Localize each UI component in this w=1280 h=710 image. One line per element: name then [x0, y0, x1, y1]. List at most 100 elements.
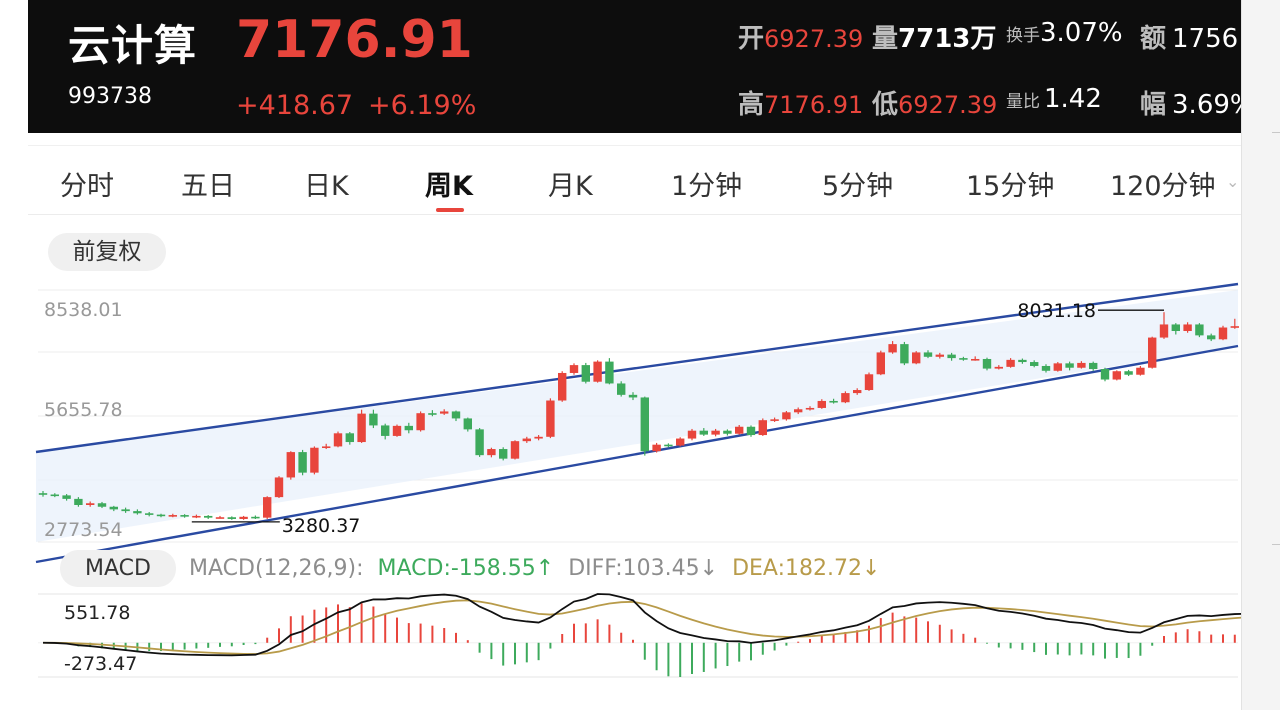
- candle-body: [286, 452, 295, 478]
- candle-body: [1112, 371, 1121, 380]
- diff-value: DIFF:103.45↓: [568, 556, 719, 581]
- price-change: +418.67: [236, 90, 354, 121]
- candle-body: [770, 419, 779, 421]
- candle-body: [994, 366, 1003, 369]
- candle-body: [605, 361, 614, 384]
- candle-body: [1218, 327, 1228, 340]
- candle-body: [239, 516, 248, 519]
- macd-value: MACD:-158.55↑: [377, 556, 555, 581]
- tab-intraday[interactable]: 分时: [60, 171, 114, 202]
- macd-readout: MACD(12,26,9): MACD:-158.55↑ DIFF:103.45↓ D…: [189, 556, 894, 581]
- candle-body: [794, 409, 803, 413]
- stat-volume-ratio-value: 1.42: [1044, 84, 1102, 114]
- low-annotation-label: 3280.37: [282, 515, 361, 537]
- candle-body: [1159, 324, 1169, 338]
- candle-body: [1195, 324, 1204, 336]
- stat-low-label: 低: [872, 90, 899, 120]
- tab-120-minute[interactable]: 120分钟: [1110, 171, 1216, 202]
- candle-body: [345, 433, 354, 443]
- tab-15-minute[interactable]: 15分钟: [966, 171, 1055, 202]
- tab-five-day[interactable]: 五日: [181, 171, 235, 202]
- channel-lower-line: [35, 344, 1239, 564]
- stat-high-value: 7176.91: [764, 91, 864, 119]
- stat-volume-ratio-label: 量比: [1006, 92, 1040, 112]
- kline-axis-labels: 8538.01 5655.78 2773.54: [44, 299, 123, 541]
- candle-body: [109, 506, 118, 510]
- candle-body: [817, 400, 826, 408]
- candle-body: [451, 411, 461, 419]
- candle-body: [805, 407, 815, 410]
- candle-body: [38, 493, 48, 495]
- candle-body: [829, 400, 838, 403]
- stat-open-label: 开: [738, 24, 765, 54]
- candle-body: [298, 452, 307, 473]
- stat-volume-label: 量: [872, 24, 899, 54]
- candle-body: [746, 426, 756, 436]
- stat-amplitude-label: 幅: [1140, 90, 1167, 120]
- stock-code: 993738: [68, 84, 152, 109]
- macd-axis-labels: 551.78 -273.47: [64, 602, 137, 675]
- candle-body: [97, 503, 107, 507]
- candle-body: [510, 441, 520, 459]
- candle-body: [251, 516, 260, 519]
- tab-5-minute[interactable]: 5分钟: [822, 171, 894, 202]
- macd-grid: [38, 593, 1238, 678]
- candle-body: [440, 411, 449, 414]
- macd-indicator-button[interactable]: MACD: [60, 550, 176, 587]
- diff-line: [42, 593, 1280, 657]
- candle-body: [699, 430, 708, 435]
- candle-body: [192, 515, 201, 518]
- stat-volume-ratio: 量比 1.42: [1006, 84, 1102, 114]
- candle-body: [369, 413, 378, 426]
- candle-body: [333, 433, 343, 447]
- extreme-annotations: 8031.18 3280.37: [191, 300, 1164, 537]
- candlestick-series: [38, 312, 1280, 520]
- period-tabs: 分时 五日 日K 周K 月K 1分钟 5分钟 15分钟 120分钟 ⌄: [28, 145, 1241, 215]
- candle-body: [711, 430, 720, 435]
- channel-fill: [36, 290, 1238, 542]
- candle-body: [888, 344, 897, 353]
- candle-body: [676, 438, 685, 446]
- dea-line: [42, 599, 1280, 655]
- candle-body: [428, 413, 437, 415]
- candle-body: [640, 397, 649, 452]
- macd-params: MACD(12,26,9):: [189, 556, 364, 581]
- stat-turnover-value: 3.07%: [1040, 18, 1123, 48]
- candle-body: [1053, 363, 1062, 371]
- stat-high: 高7176.91: [738, 84, 863, 121]
- stat-amount-value: 1756: [1172, 24, 1239, 54]
- candle-body: [864, 374, 874, 391]
- candle-body: [322, 446, 331, 449]
- right-margin: [1241, 0, 1280, 710]
- tab-monthly-k[interactable]: 月K: [548, 171, 593, 202]
- tab-weekly-k[interactable]: 周K: [425, 171, 473, 202]
- candle-body: [628, 394, 638, 398]
- y-axis-label-top: 8538.01: [44, 299, 123, 321]
- candle-body: [86, 503, 95, 505]
- candle-body: [876, 352, 885, 375]
- candle-body: [912, 352, 921, 364]
- stat-open: 开6927.39: [738, 18, 863, 55]
- stat-low: 低6927.39: [872, 84, 997, 121]
- candle-body: [1030, 362, 1039, 366]
- price-adjust-button[interactable]: 前复权: [48, 233, 166, 271]
- y-axis-label-mid: 5655.78: [44, 399, 123, 421]
- candle-body: [416, 413, 425, 431]
- stat-volume-value: 7713万: [898, 24, 997, 54]
- candle-body: [310, 447, 319, 473]
- candle-body: [558, 372, 567, 401]
- tab-daily-k[interactable]: 日K: [304, 171, 349, 202]
- candle-body: [1183, 324, 1192, 332]
- candle-body: [1089, 362, 1098, 370]
- macd-y-label-top: 551.78: [64, 602, 130, 624]
- candle-body: [617, 383, 626, 395]
- candle-body: [357, 413, 366, 443]
- margin-tick: [1272, 544, 1280, 545]
- candle-body: [1065, 363, 1074, 368]
- chevron-down-icon[interactable]: ⌄: [1226, 172, 1240, 191]
- candle-body: [546, 400, 555, 437]
- candle-body: [168, 515, 177, 517]
- candle-body: [62, 495, 71, 499]
- tab-1-minute[interactable]: 1分钟: [671, 171, 743, 202]
